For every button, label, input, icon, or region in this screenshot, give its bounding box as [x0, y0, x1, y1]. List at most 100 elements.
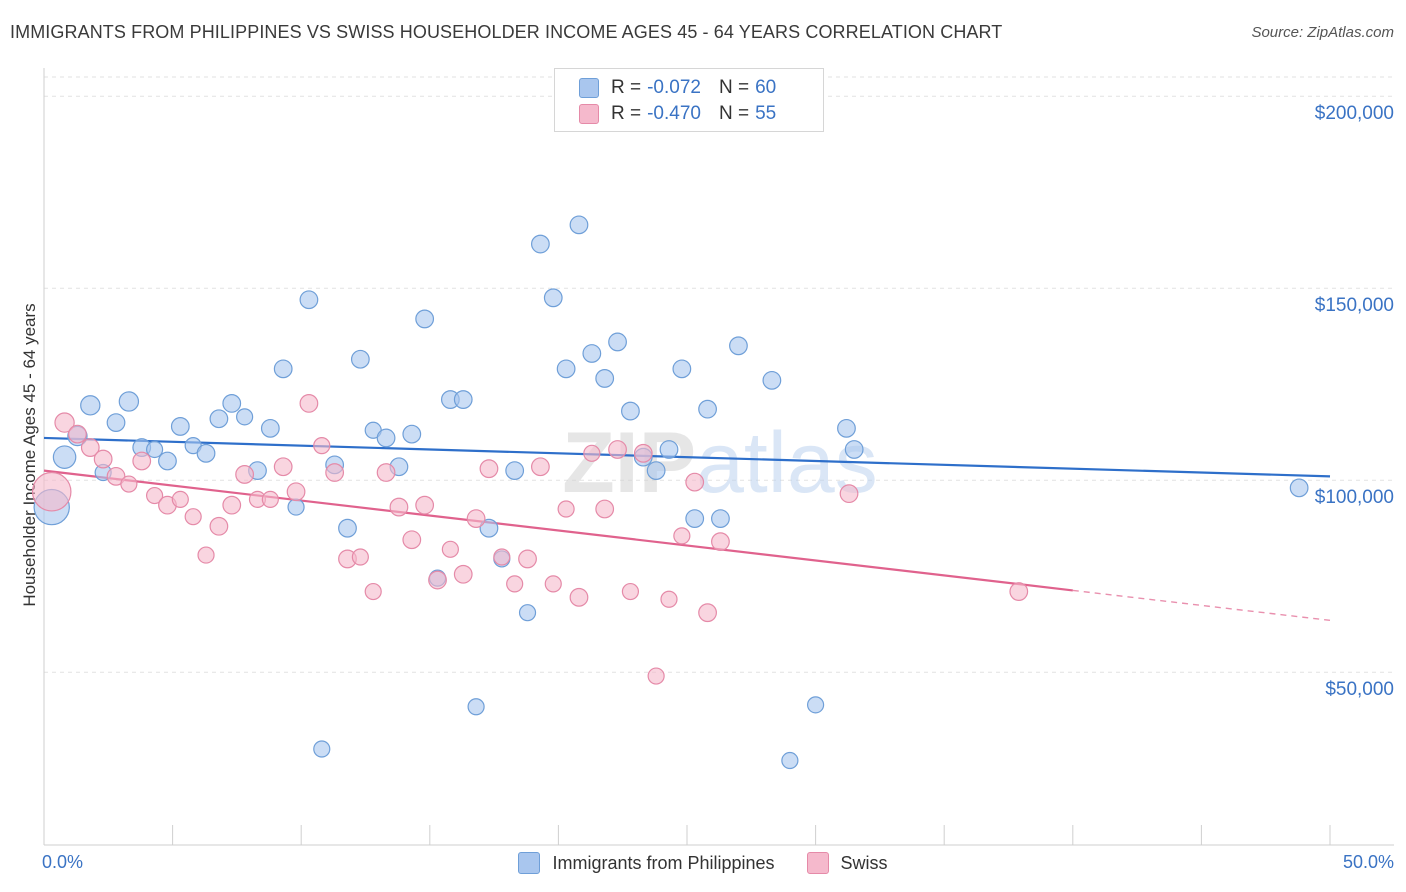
data-point-blue	[299, 290, 319, 310]
data-point-pink	[364, 582, 382, 601]
data-point-pink	[1009, 582, 1029, 601]
data-point-blue	[415, 309, 435, 329]
data-point-blue	[350, 349, 370, 369]
data-point-blue	[698, 399, 717, 419]
legend-swatch-pink	[806, 852, 829, 874]
data-point-blue	[273, 359, 293, 379]
data-point-blue	[106, 413, 126, 433]
data-point-blue	[170, 417, 190, 436]
data-point-pink	[633, 443, 653, 463]
trend-line-pink	[43, 469, 1073, 592]
data-point-blue	[196, 443, 216, 463]
stats-legend-row-philippines: R = -0.072 N = 60	[579, 77, 776, 99]
data-point-pink	[441, 540, 459, 558]
data-point-blue	[659, 440, 679, 459]
gridlines	[44, 76, 1394, 673]
data-point-blue	[402, 424, 422, 444]
data-point-pink	[466, 509, 486, 528]
data-point-pink	[698, 603, 717, 623]
axes	[43, 68, 1394, 846]
data-point-pink	[428, 570, 447, 590]
data-point-blue	[729, 336, 748, 356]
legend-swatch-blue	[579, 78, 599, 98]
trend-line-blue	[43, 436, 1331, 478]
x-tick-label-max: 50.0%	[1342, 852, 1394, 872]
r-value: -0.470	[647, 103, 701, 124]
legend-item-swiss[interactable]: Swiss	[806, 852, 888, 874]
data-point-blue	[621, 401, 640, 421]
data-point-blue	[145, 440, 164, 459]
data-point-pink	[235, 465, 255, 484]
data-point-blue	[158, 451, 177, 471]
data-point-pink	[402, 530, 422, 550]
data-point-pink	[209, 516, 229, 536]
data-point-blue	[118, 391, 140, 412]
data-point-pink	[479, 459, 499, 479]
chart-title: IMMIGRANTS FROM PHILIPPINES VS SWISS HOU…	[10, 22, 1003, 42]
data-point-blue	[505, 461, 525, 481]
data-point-pink	[453, 564, 473, 584]
data-point-blue	[518, 604, 537, 622]
data-point-blue	[595, 369, 615, 388]
data-point-blue	[806, 696, 825, 714]
data-point-pink	[389, 497, 409, 517]
data-point-pink	[273, 457, 293, 477]
legend-item-philippines[interactable]: Immigrants from Philippines	[518, 852, 775, 874]
trend-lines	[43, 436, 1331, 622]
y-tick-label: $50,000	[1325, 679, 1394, 701]
data-point-blue	[672, 359, 692, 379]
data-point-pink	[673, 527, 691, 545]
data-point-blue	[287, 498, 305, 516]
data-point-pink	[376, 463, 396, 482]
data-point-pink	[621, 582, 640, 601]
data-point-blue	[52, 445, 77, 469]
n-value: 60	[755, 77, 777, 98]
data-point-blue	[837, 418, 856, 438]
data-point-pink	[608, 440, 627, 459]
data-point-pink	[518, 549, 537, 569]
data-point-blue	[844, 440, 864, 459]
data-point-blue	[543, 288, 563, 308]
data-point-pink	[557, 500, 575, 518]
trend-line-extension-pink	[1072, 589, 1331, 622]
data-point-pink	[31, 471, 72, 512]
data-point-pink	[261, 490, 279, 508]
data-point-pink	[660, 590, 678, 608]
data-point-pink	[530, 457, 550, 477]
data-point-pink	[171, 490, 189, 508]
data-point-blue	[313, 740, 331, 758]
r-label: R =	[611, 77, 642, 98]
data-point-blue	[376, 428, 396, 448]
watermark: ZIPatlas	[562, 415, 877, 511]
data-point-blue	[646, 461, 666, 481]
stats-legend-row-swiss: R = -0.470 N = 55	[579, 103, 776, 125]
data-point-blue	[80, 395, 101, 416]
x-tick-label-min: 0.0%	[42, 852, 84, 872]
legend-swatch-pink	[579, 104, 599, 124]
stats-legend: R = -0.072 N = 60 R = -0.470 N = 55	[554, 68, 824, 132]
data-point-pink	[120, 475, 138, 493]
data-point-pink	[145, 486, 164, 505]
r-label: R =	[611, 103, 642, 124]
y-tick-label: $100,000	[1314, 487, 1394, 509]
data-point-pink	[506, 575, 524, 593]
data-point-pink	[569, 587, 589, 607]
data-point-pink	[197, 546, 215, 564]
data-point-blue	[453, 390, 473, 409]
source-label: Source: ZipAtlas.com	[1251, 24, 1394, 41]
data-point-pink	[54, 412, 75, 433]
data-point-pink	[493, 548, 511, 566]
y-tick-label: $200,000	[1314, 103, 1394, 125]
data-point-blue	[530, 234, 550, 254]
data-point-blue	[781, 751, 799, 770]
data-point-pink	[286, 482, 306, 502]
data-point-pink	[595, 499, 615, 519]
series-legend: Immigrants from Philippines Swiss	[0, 852, 1406, 874]
data-point-pink	[583, 444, 601, 462]
data-point-pink	[184, 508, 202, 526]
data-point-blue	[582, 344, 602, 363]
data-point-pink	[685, 472, 705, 492]
data-point-pink	[222, 495, 242, 515]
data-point-blue	[711, 509, 730, 528]
